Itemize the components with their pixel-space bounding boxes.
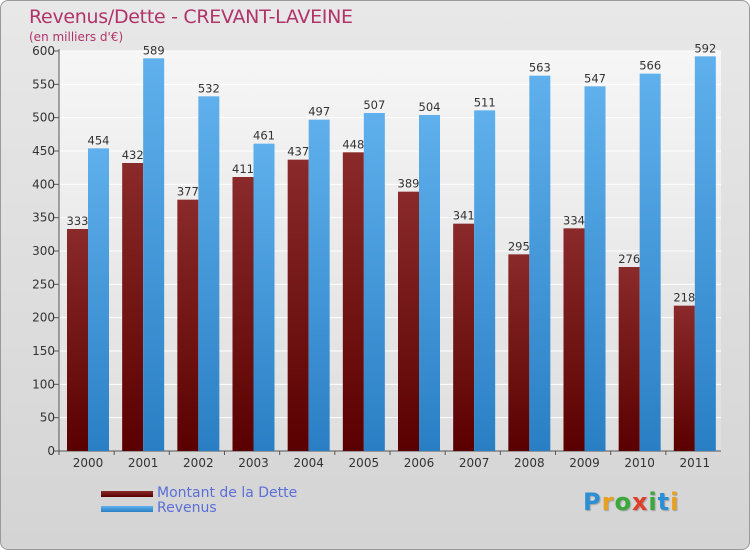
- data-label: 334: [563, 213, 585, 227]
- x-tick-label: 2001: [128, 456, 159, 470]
- y-tick-label: 100: [32, 377, 55, 391]
- y-tick-label: 550: [32, 77, 55, 91]
- data-label: 461: [253, 129, 275, 143]
- bar-revenus: [143, 58, 165, 451]
- bar-dette: [563, 228, 585, 451]
- legend-swatch-dette: [101, 491, 153, 497]
- x-tick-label: 2007: [459, 456, 490, 470]
- data-label: 563: [529, 61, 551, 75]
- data-label: 432: [122, 148, 144, 162]
- logo-letter: r: [601, 488, 615, 516]
- y-tick-label: 600: [32, 44, 55, 58]
- x-tick-label: 2008: [514, 456, 545, 470]
- y-tick-label: 200: [32, 311, 55, 325]
- bar-dette: [618, 267, 640, 451]
- data-label: 504: [419, 100, 441, 114]
- bar-revenus: [584, 86, 606, 451]
- x-tick-label: 2002: [183, 456, 214, 470]
- bar-dette: [232, 177, 254, 451]
- bar-revenus: [694, 56, 716, 451]
- data-label: 377: [177, 185, 199, 199]
- x-tick-label: 2003: [238, 456, 269, 470]
- bar-revenus: [363, 113, 385, 451]
- x-tick-label: 2010: [624, 456, 655, 470]
- bar-revenus: [529, 75, 551, 452]
- data-label: 411: [232, 162, 254, 176]
- y-tick-label: 0: [47, 444, 55, 458]
- data-label: 295: [508, 239, 530, 253]
- x-tick-label: 2009: [569, 456, 600, 470]
- bar-dette: [177, 199, 199, 451]
- data-label: 507: [363, 98, 385, 112]
- y-tick-label: 450: [32, 144, 55, 158]
- data-label: 218: [673, 291, 695, 305]
- legend-label-dette: Montant de la Dette: [157, 485, 298, 501]
- bar-dette: [453, 223, 475, 451]
- y-tick-label: 50: [40, 411, 55, 425]
- data-label: 497: [308, 105, 330, 119]
- data-label: 437: [287, 145, 309, 159]
- legend-swatch-revenus: [101, 506, 153, 512]
- x-tick-label: 2000: [73, 456, 104, 470]
- legend-label-revenus: Revenus: [157, 500, 217, 516]
- data-label: 389: [398, 177, 420, 191]
- y-tick-label: 300: [32, 244, 55, 258]
- logo-letter: x: [631, 488, 649, 516]
- logo-letter: P: [583, 488, 602, 516]
- logo-letter: i: [670, 488, 680, 516]
- data-label: 589: [143, 43, 165, 57]
- bar-dette: [122, 163, 144, 451]
- data-label: 532: [198, 81, 220, 95]
- y-tick-label: 500: [32, 111, 55, 125]
- y-tick-label: 400: [32, 177, 55, 191]
- y-tick-label: 150: [32, 344, 55, 358]
- chart-subtitle: (en milliers d'€): [29, 30, 124, 44]
- data-label: 592: [694, 41, 716, 55]
- bar-dette: [508, 254, 530, 451]
- y-tick-label: 350: [32, 211, 55, 225]
- logo-letter: i: [648, 488, 658, 516]
- bar-dette: [67, 229, 88, 451]
- bar-revenus: [419, 115, 440, 451]
- bar-revenus: [639, 73, 661, 452]
- bar-revenus: [88, 148, 109, 452]
- bar-revenus: [308, 119, 330, 452]
- bar-dette: [342, 152, 364, 452]
- bar-revenus: [198, 96, 220, 451]
- data-label: 547: [584, 71, 606, 85]
- data-label: 511: [474, 95, 496, 109]
- data-label: 566: [639, 59, 661, 73]
- chart-title: Revenus/Dette - CREVANT-LAVEINE: [29, 6, 353, 28]
- x-tick-label: 2006: [404, 456, 435, 470]
- logo-letter: t: [657, 488, 671, 516]
- proxiti-logo: Proxiti: [583, 488, 679, 516]
- y-tick-label: 250: [32, 277, 55, 291]
- logo-letter: o: [614, 488, 632, 516]
- x-tick-label: 2004: [293, 456, 324, 470]
- data-label: 448: [342, 137, 364, 151]
- data-label: 333: [67, 214, 89, 228]
- bar-revenus: [474, 110, 496, 451]
- x-tick-label: 2011: [680, 456, 711, 470]
- data-label: 276: [618, 252, 640, 266]
- bar-revenus: [253, 143, 275, 451]
- bar-dette: [673, 305, 695, 451]
- data-label: 341: [453, 209, 475, 223]
- data-label: 454: [88, 133, 110, 147]
- bar-dette: [398, 191, 419, 451]
- x-tick-label: 2005: [349, 456, 380, 470]
- bar-dette: [287, 159, 309, 451]
